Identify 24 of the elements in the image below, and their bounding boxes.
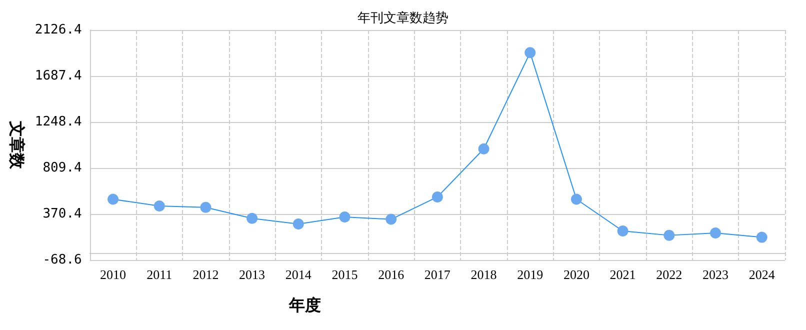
x-tick-label: 2016	[378, 267, 405, 282]
y-tick-label: 809.4	[42, 160, 82, 176]
x-tick-label: 2020	[563, 267, 590, 282]
x-tick-label: 2023	[702, 267, 728, 282]
y-tick-label: -68.6	[42, 252, 82, 268]
y-axis-title: 文章数	[8, 120, 26, 170]
y-tick-label: 2126.4	[34, 22, 82, 38]
x-tick-label: 2017	[424, 267, 451, 282]
x-tick-label: 2015	[332, 267, 358, 282]
x-tick-label: 2011	[146, 267, 172, 282]
x-tick-label: 2012	[192, 267, 219, 282]
x-tick-label: 2013	[239, 267, 266, 282]
x-tick-label: 2024	[748, 267, 776, 282]
x-tick-label: 2018	[470, 267, 497, 282]
y-tick-label: 370.4	[42, 206, 82, 222]
y-tick-label: 1687.4	[34, 68, 82, 84]
x-tick-label: 2022	[656, 267, 682, 282]
x-tick-label: 2021	[610, 267, 636, 282]
x-tick-label: 2010	[100, 267, 126, 282]
x-tick-label: 2014	[285, 267, 312, 282]
x-axis-title: 年度	[288, 296, 321, 314]
chart-title: 年刊文章数趋势	[358, 10, 448, 25]
y-tick-label: 1248.4	[34, 114, 82, 130]
x-tick-label: 2019	[517, 267, 544, 282]
